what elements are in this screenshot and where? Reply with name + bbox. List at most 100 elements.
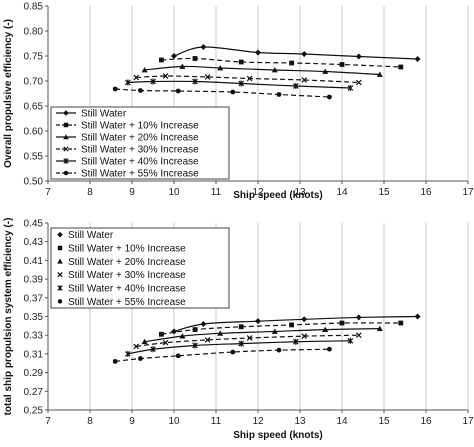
x-tick-label: 15: [378, 187, 390, 198]
data-point: [238, 324, 244, 330]
data-point: [192, 327, 198, 332]
data-point: [327, 94, 332, 100]
series-line: [144, 328, 380, 343]
data-point: [301, 333, 308, 339]
x-tick-label: 13: [294, 416, 306, 427]
legend-marker: [63, 110, 69, 116]
y-tick-label: 0.55: [24, 152, 44, 163]
x-tick-label: 14: [336, 416, 348, 427]
y-tick-label: 0.25: [24, 406, 44, 417]
y-tick-label: 0.50: [24, 177, 44, 188]
chart-top-overall-propulsive-efficiency: 7 8 9 10 11 12 13 14 15 16 17 0.50 0.55 0.60 0.65 0.70 0…: [3, 2, 474, 202]
y-tick-label: 0.85: [24, 2, 44, 13]
series-line: [136, 75, 359, 84]
legend-label: Still Water + 20% Increase: [68, 257, 186, 268]
data-point: [159, 57, 164, 63]
legend-label: Still Water + 10% Increase: [68, 244, 186, 255]
y-tick-label: 0.70: [24, 77, 44, 88]
data-point: [301, 51, 308, 57]
x-tick-label: 7: [45, 187, 51, 198]
data-point: [141, 67, 148, 73]
y-tick-label: 0.29: [24, 368, 44, 379]
data-point: [112, 86, 118, 92]
legend-label: Still Water + 55% Increase: [68, 297, 186, 308]
data-point: [355, 53, 362, 60]
y-tick-label: 0.35: [24, 312, 44, 323]
data-point: [322, 68, 329, 74]
chart-bottom-total-propulsion-efficiency: 7 8 9 10 11 12 13 14 15 16 17 0.25 0.27 0.29 0.31 0.33 0…: [3, 218, 474, 441]
legend-label: Still Water + 30% Increase: [68, 270, 186, 281]
data-point: [192, 78, 198, 85]
data-point: [255, 318, 261, 325]
x-tick-label: 11: [211, 416, 222, 427]
x-tick-label: 8: [87, 416, 93, 427]
data-point: [339, 62, 345, 67]
data-point: [204, 337, 211, 343]
y-tick-label: 0.43: [24, 237, 44, 248]
legend-marker: [57, 272, 63, 278]
y-tick-label: 0.31: [24, 349, 44, 360]
x-tick-label: 9: [129, 187, 135, 198]
legend-label: Still Water: [81, 109, 127, 120]
legend-marker: [63, 146, 69, 152]
data-point: [200, 44, 207, 50]
y-tick-label: 0.39: [24, 275, 44, 286]
series-line: [161, 57, 401, 68]
data-point: [292, 83, 299, 89]
data-point: [276, 347, 282, 353]
x-tick-label: 15: [378, 416, 390, 427]
data-point: [276, 92, 282, 97]
data-point: [230, 89, 236, 95]
data-point: [192, 342, 198, 349]
data-point: [339, 320, 345, 326]
x-tick-label: 17: [462, 187, 474, 198]
x-tick-label: 16: [420, 187, 432, 198]
x-tick-label: 16: [420, 416, 432, 427]
y-tick-label: 0.60: [24, 127, 44, 138]
data-point: [162, 339, 169, 346]
data-point: [238, 80, 245, 87]
data-point: [217, 330, 224, 336]
x-tick-label: 11: [211, 187, 222, 198]
legend-marker: [57, 245, 63, 251]
series-line: [115, 348, 330, 362]
series-line: [136, 334, 359, 348]
data-point: [230, 349, 236, 355]
legend-marker: [57, 285, 63, 291]
data-point: [292, 338, 299, 345]
y-axis-label: Overall propulsive efficiency (-): [3, 19, 14, 168]
legend-label: Still Water: [68, 230, 114, 241]
data-point: [271, 328, 278, 334]
data-point: [200, 320, 207, 327]
data-point: [204, 74, 211, 80]
data-point: [175, 88, 181, 94]
data-point: [124, 350, 131, 357]
data-point: [289, 60, 294, 66]
data-point: [414, 56, 421, 62]
data-point: [301, 316, 308, 323]
data-point: [271, 67, 278, 73]
x-tick-label: 8: [87, 187, 93, 198]
x-tick-label: 13: [294, 187, 306, 198]
y-tick-label: 0.75: [24, 52, 44, 63]
data-point: [133, 74, 140, 81]
y-tick-label: 0.27: [24, 387, 44, 398]
x-tick-label: 9: [129, 416, 135, 427]
series-line: [173, 315, 418, 333]
data-point: [217, 65, 224, 71]
data-point: [238, 340, 245, 347]
data-point: [347, 85, 354, 91]
data-point: [322, 326, 329, 332]
data-point: [238, 59, 244, 65]
legend-label: Still Water + 20% Increase: [81, 133, 199, 144]
data-point: [133, 343, 140, 350]
legend-box: [50, 106, 230, 180]
legend-label: Still Water + 40% Increase: [68, 284, 186, 295]
data-point: [150, 78, 156, 85]
y-tick-label: 0.45: [24, 219, 44, 230]
x-tick-label: 12: [252, 416, 264, 427]
data-point: [327, 346, 332, 352]
data-point: [414, 313, 421, 320]
data-point: [171, 53, 177, 59]
